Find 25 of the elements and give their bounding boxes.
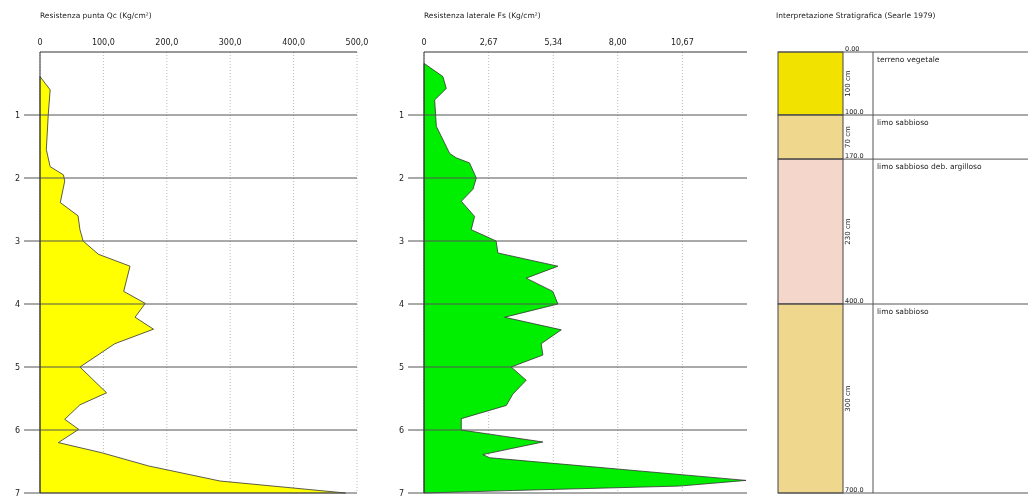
x-tick-label: 2,67 bbox=[479, 38, 498, 47]
x-tick-label: 8,00 bbox=[608, 38, 627, 47]
y-tick-label: 7 bbox=[398, 489, 404, 498]
y-tick-label: 7 bbox=[14, 489, 20, 498]
y-tick-label: 2 bbox=[398, 174, 404, 183]
y-tick-label: 3 bbox=[398, 237, 404, 246]
y-tick-label: 3 bbox=[14, 237, 20, 246]
x-tick-label: 5,34 bbox=[544, 38, 563, 47]
y-tick-label: 4 bbox=[398, 300, 404, 309]
x-tick-label: 0 bbox=[421, 38, 427, 47]
x-tick-label: 500,0 bbox=[345, 38, 369, 47]
x-tick-label: 200,0 bbox=[155, 38, 179, 47]
y-tick-label: 2 bbox=[14, 174, 20, 183]
y-tick-label: 6 bbox=[398, 426, 404, 435]
x-tick-label: 100,0 bbox=[91, 38, 115, 47]
x-tick-label: 0 bbox=[37, 38, 43, 47]
y-tick-label: 5 bbox=[14, 363, 20, 372]
y-tick-label: 1 bbox=[398, 111, 404, 120]
y-tick-label: 6 bbox=[14, 426, 20, 435]
y-tick-label: 4 bbox=[14, 300, 20, 309]
y-tick-label: 1 bbox=[14, 111, 20, 120]
x-tick-label: 10,67 bbox=[670, 38, 694, 47]
x-tick-label: 300,0 bbox=[218, 38, 242, 47]
y-tick-label: 5 bbox=[398, 363, 404, 372]
x-tick-label: 400,0 bbox=[282, 38, 306, 47]
